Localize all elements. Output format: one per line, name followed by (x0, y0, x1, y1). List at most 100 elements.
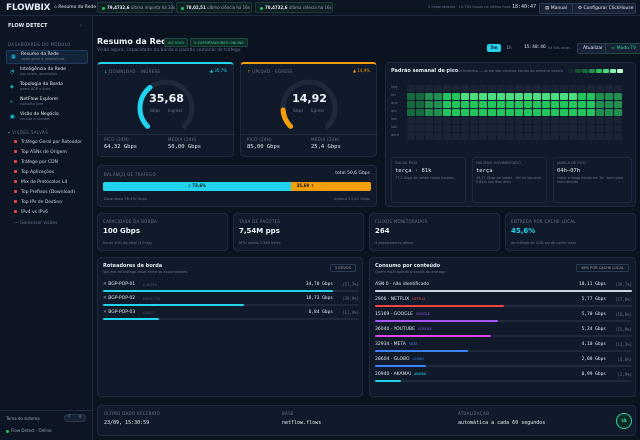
heatmap-cell[interactable] (551, 93, 559, 100)
app-logo[interactable]: FLOWBIX (6, 3, 51, 13)
heatmap-cell[interactable] (479, 117, 487, 124)
heatmap-cell[interactable] (506, 93, 514, 100)
heatmap-cell[interactable] (524, 109, 532, 116)
heatmap-cell[interactable] (506, 85, 514, 92)
sidebar-item-resumo[interactable]: ▦ Resumo da Rede visão geral e estatísti… (6, 50, 88, 64)
heatmap-cell[interactable] (452, 125, 460, 132)
heatmap-cell[interactable] (425, 93, 433, 100)
heatmap-cell[interactable] (578, 93, 586, 100)
heatmap-cell[interactable] (506, 133, 514, 140)
heatmap-cell[interactable] (596, 101, 604, 108)
heatmap-cell[interactable] (425, 133, 433, 140)
heatmap-cell[interactable] (569, 133, 577, 140)
heatmap-cell[interactable] (560, 109, 568, 116)
heatmap-cell[interactable] (479, 133, 487, 140)
heatmap-cell[interactable] (560, 133, 568, 140)
router-row[interactable]: ✕ BGP-POP-01 JUNIPER 34,70 Gbps (57,7%) (103, 282, 359, 294)
heatmap-cell[interactable] (497, 109, 505, 116)
home-icon[interactable]: ⌂ (54, 5, 57, 10)
heatmap-cell[interactable] (551, 85, 559, 92)
heatmap-cell[interactable] (605, 133, 613, 140)
heatmap-cell[interactable] (587, 85, 595, 92)
heatmap-cell[interactable] (605, 117, 613, 124)
router-row[interactable]: ✕ BGP-POP-02 MIKROTIK 18,73 Gbps (39,9%) (103, 296, 359, 308)
heatmap-cell[interactable] (506, 109, 514, 116)
heatmap-cell[interactable] (497, 93, 505, 100)
heatmap-cell[interactable] (452, 101, 460, 108)
heatmap-cell[interactable] (443, 109, 451, 116)
heatmap-cell[interactable] (407, 101, 415, 108)
heatmap-cell[interactable] (461, 133, 469, 140)
heatmap-cell[interactable] (452, 133, 460, 140)
heatmap-cell[interactable] (596, 85, 604, 92)
heatmap-cell[interactable] (578, 101, 586, 108)
range-5m-button[interactable]: 5m (487, 44, 501, 52)
chevron-down-icon[interactable]: ▾ (8, 130, 11, 135)
heatmap-cell[interactable] (551, 125, 559, 132)
heatmap-cell[interactable] (488, 109, 496, 116)
range-1h-button[interactable]: 1h (506, 45, 512, 50)
collapse-icon[interactable]: ‹ (80, 23, 82, 29)
heatmap-cell[interactable] (551, 101, 559, 108)
heatmap-cell[interactable] (542, 109, 550, 116)
heatmap-cell[interactable] (533, 101, 541, 108)
heatmap-cell[interactable] (407, 117, 415, 124)
heatmap-cell[interactable] (515, 125, 523, 132)
heatmap-cell[interactable] (596, 117, 604, 124)
heatmap-cell[interactable] (497, 117, 505, 124)
heatmap-cell[interactable] (533, 125, 541, 132)
heatmap-cell[interactable] (614, 101, 622, 108)
heatmap-cell[interactable] (560, 101, 568, 108)
heatmap-cell[interactable] (515, 93, 523, 100)
heatmap-cell[interactable] (488, 85, 496, 92)
heatmap-cell[interactable] (425, 101, 433, 108)
manage-views-link[interactable]: — Gerenciar visões (14, 221, 58, 226)
heatmap-cell[interactable] (506, 117, 514, 124)
heatmap-cell[interactable] (461, 109, 469, 116)
heatmap-cell[interactable] (578, 125, 586, 132)
heatmap-cell[interactable] (407, 125, 415, 132)
heatmap-cell[interactable] (533, 133, 541, 140)
heatmap-cell[interactable] (560, 93, 568, 100)
heatmap-cell[interactable] (461, 125, 469, 132)
heatmap-cell[interactable] (452, 93, 460, 100)
heatmap-cell[interactable] (443, 101, 451, 108)
heatmap-cell[interactable] (614, 85, 622, 92)
sidebar-item-inteligencia[interactable]: ◔ Inteligência da Rede top sinais, anoma… (6, 66, 88, 80)
heatmap-cell[interactable] (461, 85, 469, 92)
heatmap-cell[interactable] (560, 125, 568, 132)
heatmap-cell[interactable] (524, 85, 532, 92)
heatmap-cell[interactable] (587, 109, 595, 116)
heatmap-cell[interactable] (488, 125, 496, 132)
heatmap-cell[interactable] (542, 133, 550, 140)
heatmap-cell[interactable] (542, 93, 550, 100)
heatmap-cell[interactable] (488, 117, 496, 124)
heatmap-cell[interactable] (614, 93, 622, 100)
heatmap-cell[interactable] (596, 109, 604, 116)
heatmap-cell[interactable] (578, 117, 586, 124)
saved-view[interactable]: Top ASNs de Origem (14, 150, 67, 155)
manual-button[interactable]: ▤ Manual (539, 3, 574, 14)
heatmap-cell[interactable] (605, 93, 613, 100)
heatmap-cell[interactable] (452, 117, 460, 124)
heatmap-cell[interactable] (542, 117, 550, 124)
heatmap-cell[interactable] (596, 133, 604, 140)
heatmap-cell[interactable] (569, 117, 577, 124)
heatmap-cell[interactable] (605, 85, 613, 92)
heatmap-cell[interactable] (515, 101, 523, 108)
heatmap-cell[interactable] (614, 133, 622, 140)
heatmap-cell[interactable] (560, 117, 568, 124)
heatmap-cell[interactable] (596, 125, 604, 132)
heatmap-cell[interactable] (551, 117, 559, 124)
heatmap-cell[interactable] (524, 125, 532, 132)
saved-view[interactable]: Top IPs de Destino (14, 200, 62, 205)
heatmap-cell[interactable] (524, 133, 532, 140)
heatmap-cell[interactable] (551, 133, 559, 140)
heatmap-cell[interactable] (596, 93, 604, 100)
heatmap-cell[interactable] (407, 133, 415, 140)
heatmap-cell[interactable] (425, 117, 433, 124)
heatmap-cell[interactable] (416, 101, 424, 108)
saved-view[interactable]: Tráfego por CDN (14, 160, 58, 165)
content-row[interactable]: 32934 · META META 4,10 Gbps (12,3%) (375, 342, 632, 355)
heatmap-cell[interactable] (506, 125, 514, 132)
